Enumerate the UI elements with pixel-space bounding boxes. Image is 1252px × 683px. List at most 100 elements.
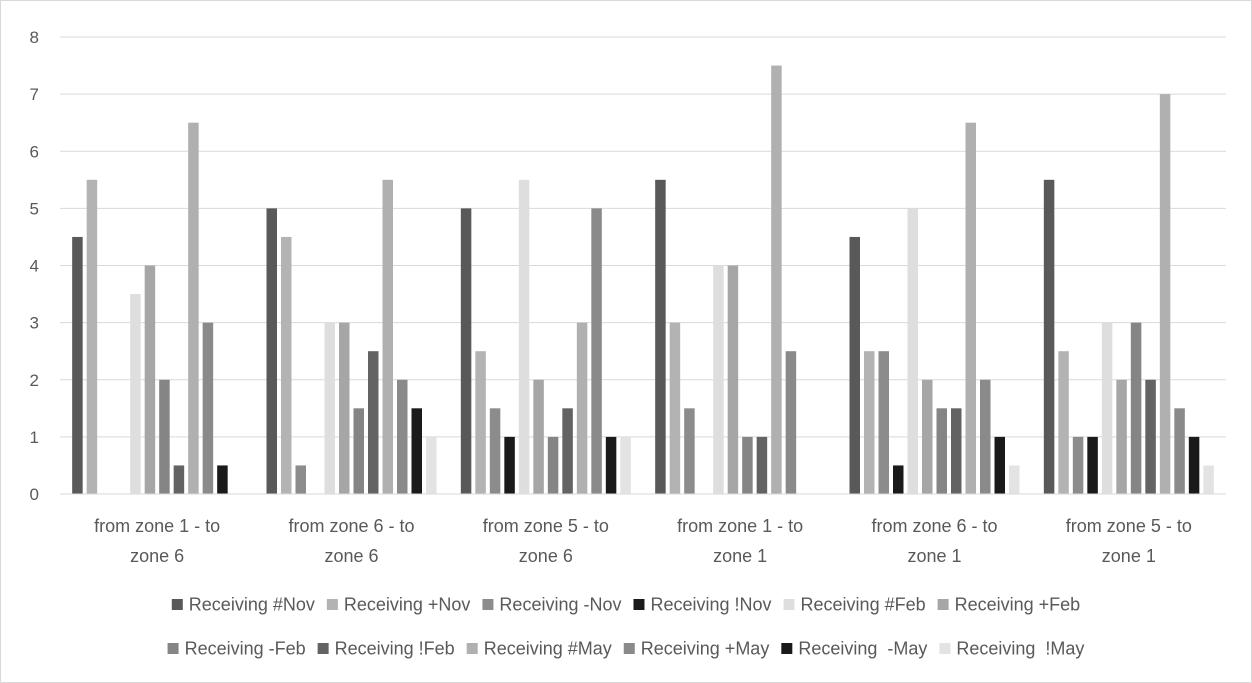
y-tick-label: 5 (30, 199, 39, 218)
bar (324, 322, 335, 495)
legend-label: Receiving #May (484, 639, 612, 659)
bar (382, 179, 393, 494)
legend-item: Receiving #Feb (783, 595, 926, 615)
bar (202, 322, 214, 495)
bar (426, 436, 437, 495)
y-tick-label: 4 (30, 257, 39, 276)
legend-swatch (937, 599, 949, 610)
bar (713, 265, 724, 494)
bar (1058, 351, 1069, 494)
x-tick-label: zone 6 (130, 546, 184, 566)
legend-label: Receiving !Feb (335, 639, 455, 659)
bar (1188, 436, 1200, 495)
bar (1130, 322, 1142, 495)
bar (188, 122, 199, 494)
bar (1087, 436, 1098, 495)
y-axis-ticks: 0 1 2 3 4 5 6 7 8 (30, 28, 39, 504)
x-tick-label: from zone 1 - to (677, 516, 803, 536)
legend-label: Receiving #Feb (801, 595, 926, 615)
x-tick-label: from zone 5 - to (1066, 516, 1192, 536)
legend-swatch (939, 643, 951, 654)
bar (353, 408, 364, 494)
legend-item: Receiving !Feb (317, 639, 455, 659)
bar (591, 208, 602, 495)
bar (936, 408, 947, 494)
bar (576, 322, 588, 495)
bar (1043, 179, 1055, 494)
y-tick-label: 8 (30, 28, 39, 47)
legend-label: Receiving +May (641, 639, 770, 659)
x-tick-label: zone 1 (907, 546, 961, 566)
legend-swatch (167, 643, 179, 654)
x-tick-label: from zone 6 - to (871, 516, 997, 536)
legend: Receiving #Nov Receiving +Nov Receiving -N… (167, 595, 1084, 659)
bar (504, 436, 515, 495)
bar (965, 122, 976, 494)
legend-label: Receiving !May (956, 639, 1084, 659)
bar (1101, 322, 1113, 495)
bar (281, 236, 292, 494)
bar (980, 379, 991, 494)
bar (339, 322, 350, 495)
legend-item: Receiving !Nov (633, 595, 772, 615)
bar (907, 208, 918, 495)
bar (159, 379, 170, 494)
y-tick-label: 0 (30, 485, 39, 504)
legend-label: Receiving +Feb (955, 595, 1081, 615)
legend-swatch (623, 643, 635, 654)
x-tick-label: from zone 5 - to (483, 516, 609, 536)
bar (460, 208, 472, 495)
bar (368, 351, 379, 494)
legend-swatch (783, 599, 795, 610)
x-tick-label: from zone 1 - to (94, 516, 220, 536)
bar (994, 436, 1005, 495)
bar (173, 465, 185, 494)
legend-item: Receiving !May (939, 639, 1084, 659)
bar (72, 236, 83, 494)
bar (785, 351, 797, 494)
bar (605, 436, 617, 495)
legend-label: Receiving -Feb (185, 639, 306, 659)
bar (864, 351, 875, 494)
bar (1159, 94, 1171, 495)
bar (951, 408, 962, 494)
bar (518, 179, 530, 494)
legend-label: Receiving +Nov (344, 595, 471, 615)
x-axis-category-labels: from zone 1 - to zone 6 from zone 6 - to zo… (94, 516, 1192, 566)
y-tick-label: 3 (30, 314, 39, 333)
legend-item: Receiving -May (781, 639, 927, 659)
y-tick-label: 7 (30, 85, 39, 104)
bar (1009, 465, 1020, 494)
bar (411, 408, 422, 494)
gridlines (60, 36, 1226, 438)
y-tick-label: 6 (30, 142, 39, 161)
legend-swatch (633, 599, 645, 610)
x-tick-label: zone 6 (324, 546, 378, 566)
x-tick-label: zone 1 (1102, 546, 1156, 566)
bar (849, 236, 860, 494)
bar (547, 436, 559, 495)
legend-item: Receiving +Feb (937, 595, 1081, 615)
bar (562, 408, 573, 494)
legend-swatch (326, 599, 338, 610)
x-tick-label: zone 1 (713, 546, 767, 566)
bar (144, 265, 156, 494)
bar (217, 465, 228, 494)
bar (86, 179, 98, 494)
legend-item: Receiving +May (623, 639, 770, 659)
y-tick-label: 1 (30, 428, 39, 447)
bar (727, 265, 739, 494)
legend-label: Receiving !Nov (650, 595, 771, 615)
bar (771, 65, 782, 494)
bar (397, 379, 408, 494)
x-tick-label: zone 6 (519, 546, 573, 566)
bar (489, 408, 501, 494)
bar (878, 351, 889, 494)
bar (1174, 408, 1185, 494)
bar (1145, 379, 1156, 494)
bar (1203, 465, 1214, 494)
legend-item: Receiving -Feb (167, 639, 306, 659)
legend-swatch (466, 643, 478, 654)
